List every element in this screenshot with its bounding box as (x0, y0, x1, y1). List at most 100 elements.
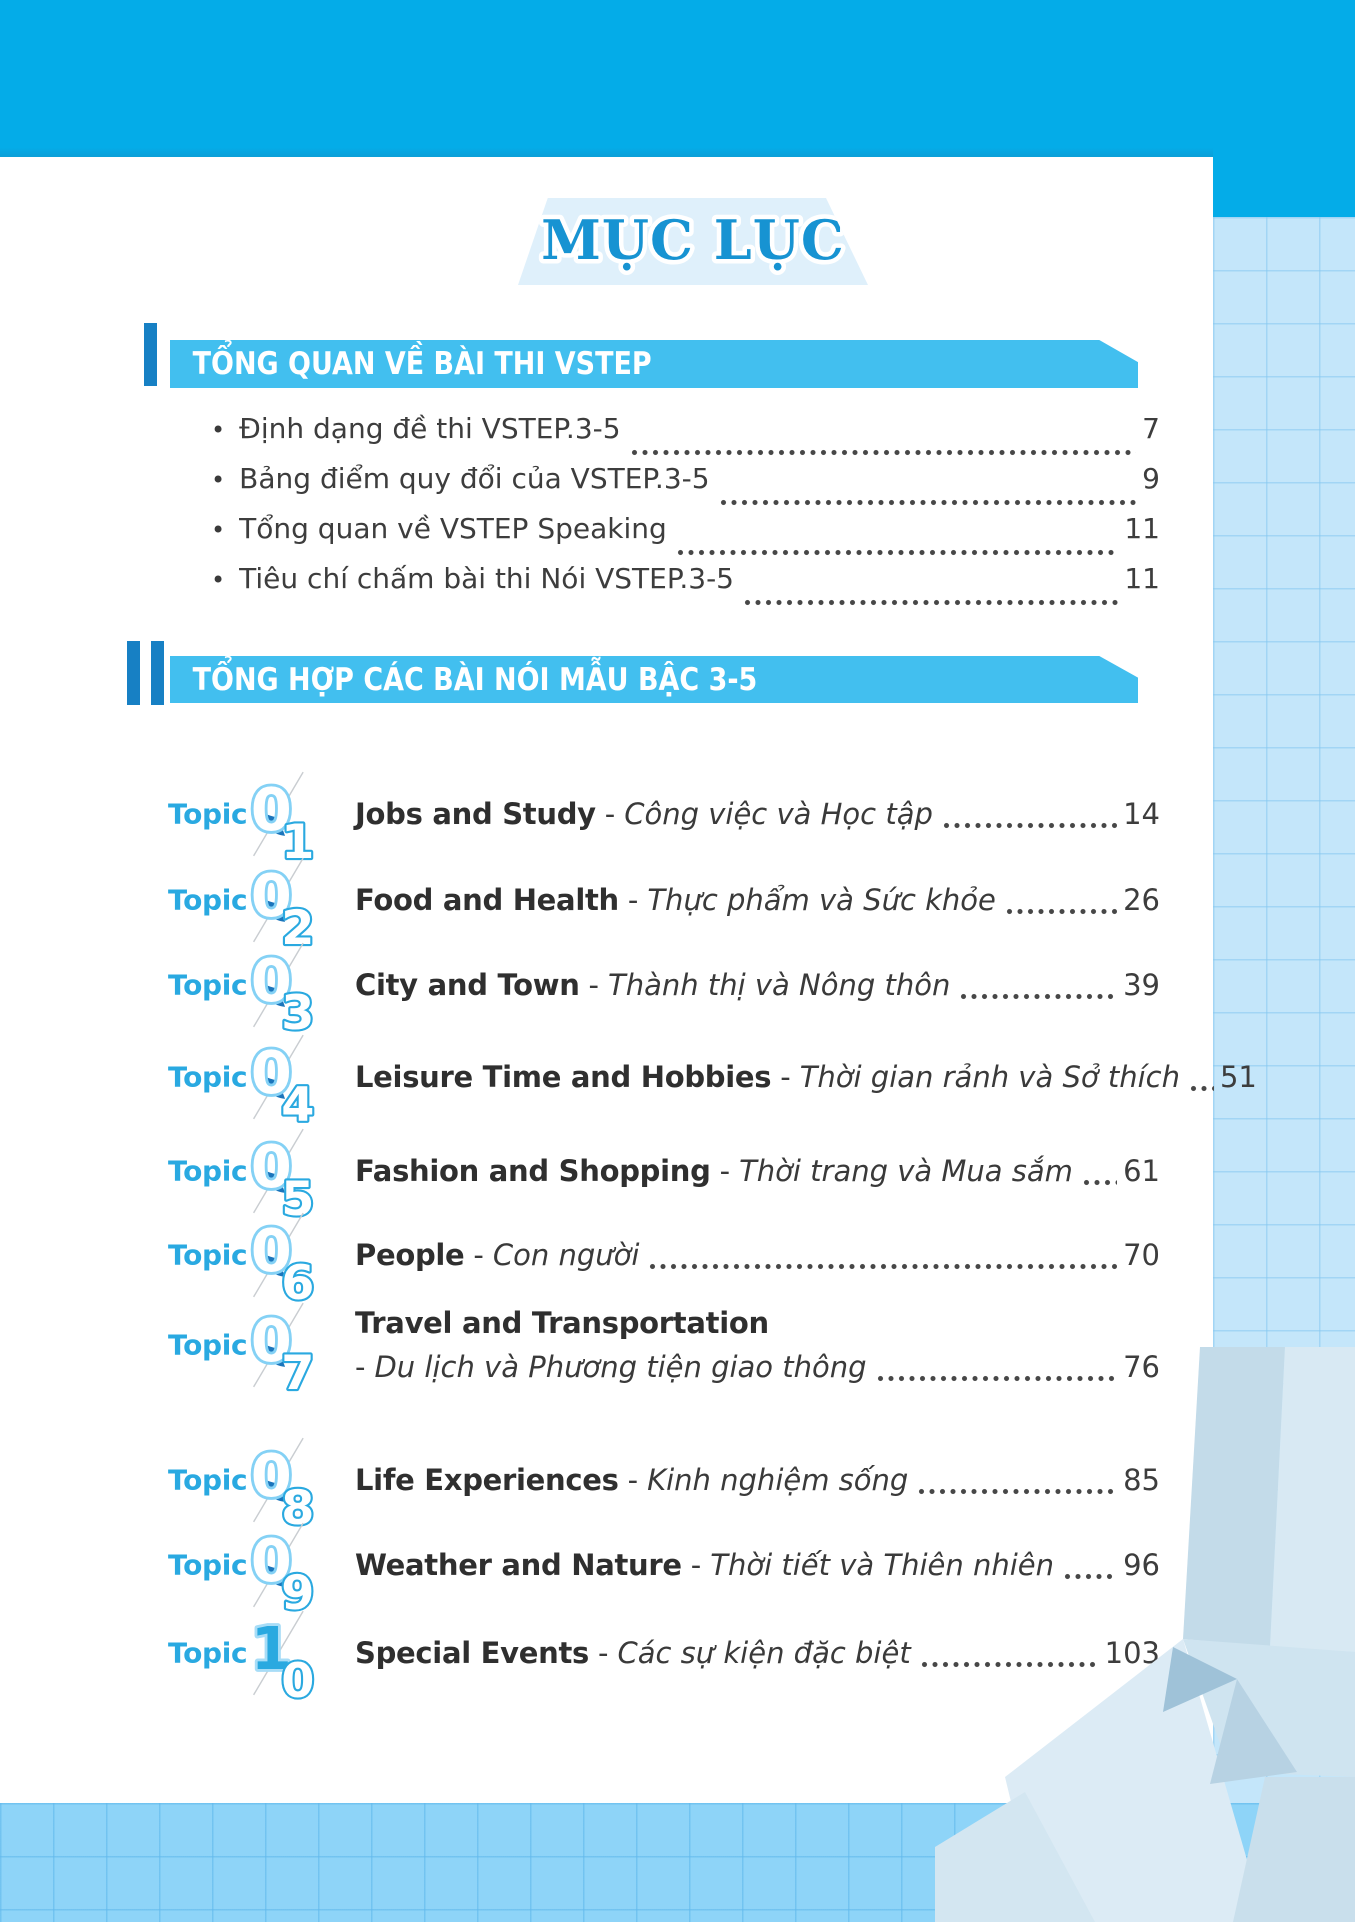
topic-title-vi: Kinh nghiệm sống (647, 1463, 909, 1497)
section1-marker-bar (144, 323, 157, 386)
dotted-leader (942, 822, 1118, 829)
topic-page-number: 96 (1123, 1548, 1160, 1582)
topic-title-vi: Con người (492, 1238, 640, 1272)
topic-title-en: Jobs and Study (355, 797, 596, 831)
topic-row: Topic 0 3 City and Town - Thành thị và N… (0, 940, 1213, 1033)
topic-label: Topic (168, 1060, 248, 1094)
toc-item-label: Tổng quan về VSTEP Speaking (239, 512, 667, 545)
hyphen-separator: - (473, 1238, 484, 1272)
hyphen-separator: - (604, 797, 616, 831)
topic-title-vi: Thời gian rảnh và Sở thích (799, 1060, 1180, 1094)
svg-text:4: 4 (281, 1078, 314, 1125)
dotted-leader (1064, 1573, 1118, 1580)
topic-page-number: 85 (1123, 1463, 1160, 1497)
topic-title-vi: Công việc và Học tập (624, 797, 933, 831)
svg-text:1: 1 (251, 1614, 292, 1683)
dotted-leader (918, 1488, 1118, 1495)
topic-page-number: 76 (1123, 1350, 1160, 1384)
hyphen-separator: - (719, 1154, 731, 1188)
section2-marker-bar (151, 641, 164, 705)
topic-title-vi: Thời tiết và Thiên nhiên (710, 1548, 1054, 1582)
topic-title-en: Food and Health (355, 883, 619, 917)
topic-page-number: 26 (1123, 883, 1160, 917)
hyphen-separator: - (780, 1060, 791, 1094)
topic-label: Topic (168, 1238, 248, 1272)
bullet-icon: • (211, 416, 226, 444)
svg-text:MỤC LỤC: MỤC LỤC (541, 208, 845, 272)
topic-row: Topic 0 5 Fashion and Shopping - Thời tr… (0, 1126, 1213, 1219)
topic-number-badge: 0 1 (248, 771, 317, 862)
svg-text:0: 0 (251, 1216, 292, 1285)
topic-page-number: 70 (1123, 1238, 1160, 1272)
topic-row: Topic 0 4 Leisure Time and Hobbies - Thờ… (0, 1032, 1257, 1125)
topic-number-badge: 0 3 (248, 942, 317, 1033)
topic-title-en: Weather and Nature (355, 1548, 682, 1582)
toc-item: • Bảng điểm quy đổi của VSTEP.3-5 9 (211, 462, 1160, 512)
dotted-leader (960, 993, 1118, 1000)
topic-number-badge: 0 5 (248, 1128, 317, 1219)
toc-item: • Tiêu chí chấm bài thi Nói VSTEP.3-5 11 (211, 562, 1160, 612)
topic-title-en: Life Experiences (355, 1463, 619, 1497)
dotted-leader (649, 1263, 1118, 1270)
dotted-leader (1189, 1085, 1214, 1092)
topic-label: Topic (168, 1548, 248, 1582)
dotted-leader (920, 1661, 1099, 1668)
page-number: 9 (1142, 462, 1160, 495)
dotted-leader (676, 549, 1119, 556)
bottom-grid-strip (0, 1803, 1355, 1922)
topic-page-number: 103 (1104, 1636, 1160, 1670)
svg-text:8: 8 (281, 1481, 314, 1528)
topic-label: Topic (168, 1636, 248, 1670)
topic-title-en: Special Events (355, 1636, 590, 1670)
topic-row: Topic 0 7 Travel and Transportation - Du… (0, 1290, 1213, 1400)
topic-title-en: Travel and Transportation (355, 1306, 769, 1340)
dotted-leader (630, 449, 1137, 456)
section1-banner: TỔNG QUAN VỀ BÀI THI VSTEP (170, 340, 1138, 388)
topic-row: Topic 0 6 People - Con người 70 (0, 1210, 1213, 1303)
dotted-leader (744, 599, 1119, 606)
svg-text:1: 1 (281, 815, 314, 862)
page-title-banner: MỤC LỤC (518, 198, 868, 285)
svg-text:0: 0 (251, 861, 292, 930)
hyphen-separator: - (627, 883, 639, 917)
top-right-blue-block (1213, 0, 1355, 217)
dotted-leader (1082, 1179, 1118, 1186)
topic-title-en: City and Town (355, 968, 580, 1002)
topic-label: Topic (168, 1328, 248, 1362)
dotted-leader (876, 1375, 1118, 1382)
topic-page-number: 39 (1123, 968, 1160, 1002)
page-title: MỤC LỤC (537, 204, 849, 277)
topic-row: Topic 1 0 Special Events - Các sự kiện đ… (0, 1608, 1213, 1701)
page-background (0, 157, 1213, 1803)
section2-banner: TỔNG HỢP CÁC BÀI NÓI MẪU BẬC 3-5 (170, 656, 1138, 703)
section2-title: TỔNG HỢP CÁC BÀI NÓI MẪU BẬC 3-5 (192, 661, 758, 698)
svg-text:0: 0 (251, 1306, 292, 1375)
svg-text:0: 0 (251, 1526, 292, 1595)
top-banner-band (0, 0, 1355, 157)
topic-label: Topic (168, 797, 248, 831)
topic-title-en: Fashion and Shopping (355, 1154, 711, 1188)
hyphen-separator: - (598, 1636, 609, 1670)
topic-page-number: 61 (1123, 1154, 1160, 1188)
hyphen-separator: - (627, 1463, 639, 1497)
svg-text:0: 0 (251, 946, 292, 1015)
svg-text:7: 7 (281, 1346, 314, 1393)
bullet-icon: • (211, 516, 226, 544)
topic-page-number: 51 (1219, 1060, 1257, 1094)
topic-title-en: People (355, 1238, 465, 1272)
svg-text:9: 9 (281, 1566, 314, 1613)
svg-text:0: 0 (251, 775, 292, 844)
svg-text:2: 2 (281, 901, 314, 948)
topic-label: Topic (168, 968, 248, 1002)
topic-number-badge: 0 7 (248, 1302, 317, 1393)
topic-number-badge: 0 2 (248, 857, 317, 948)
toc-item-label: Tiêu chí chấm bài thi Nói VSTEP.3-5 (239, 562, 734, 595)
topic-title-vi: Du lịch và Phương tiện giao thông (374, 1350, 867, 1384)
topic-label: Topic (168, 1463, 248, 1497)
topic-number-badge: 0 4 (248, 1034, 317, 1125)
hyphen-separator: - (690, 1548, 702, 1582)
toc-item: • Tổng quan về VSTEP Speaking 11 (211, 512, 1160, 562)
topic-number-badge: 0 6 (248, 1212, 317, 1303)
dotted-leader (1005, 908, 1118, 915)
